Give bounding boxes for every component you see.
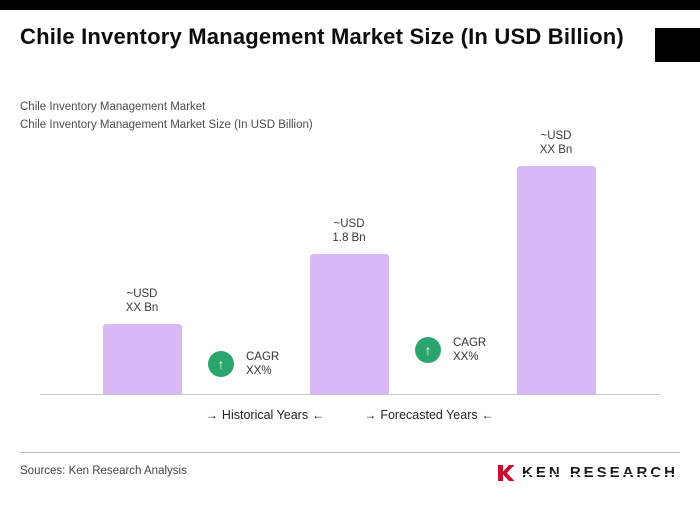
- bar-column-forecast: ~USD XX Bn: [506, 129, 606, 394]
- ken-research-logo: KEN RESEARCH: [496, 463, 679, 483]
- cagr-value: XX%: [453, 351, 479, 363]
- period-label-historical: → Historical Years ←: [150, 408, 380, 422]
- up-arrow-icon: ↑: [208, 351, 234, 377]
- title-accent-block: [655, 28, 700, 62]
- cagr-badge-1: ↑ CAGR XX%: [208, 350, 279, 378]
- bar-value-line-2: XX Bn: [125, 302, 159, 314]
- cagr-label: CAGR XX%: [453, 336, 486, 364]
- cagr-value: XX%: [246, 365, 272, 377]
- cagr-word: CAGR: [453, 337, 487, 349]
- up-arrow-icon: ↑: [415, 337, 441, 363]
- bar-column-historical: ~USD XX Bn: [92, 287, 192, 394]
- period-label-text: Historical Years: [221, 408, 309, 422]
- period-label-text: Forecasted Years: [380, 408, 478, 422]
- sources-text: Sources: Ken Research Analysis: [20, 465, 187, 477]
- x-axis-baseline: [40, 394, 660, 395]
- bar-forecast: [516, 166, 596, 394]
- bar-column-base-year: ~USD 1.8 Bn: [299, 217, 399, 394]
- bar-value-line-2: XX Bn: [539, 144, 573, 156]
- bar-value-label: ~USD XX Bn: [126, 287, 159, 315]
- bar-chart: ~USD XX Bn ~USD 1.8 Bn ~USD XX Bn ↑: [0, 112, 700, 395]
- bar-value-label: ~USD XX Bn: [540, 129, 573, 157]
- bar-value-line-1: ~USD: [126, 288, 158, 300]
- page-title: Chile Inventory Management Market Size (…: [20, 24, 624, 49]
- bar-value-line-1: ~USD: [333, 218, 365, 230]
- subtitle-line-2: Chile Inventory Management Market Size (…: [20, 119, 313, 131]
- arrow-left-icon: ←: [481, 408, 494, 422]
- ken-logo-k-icon: [497, 465, 515, 481]
- bar-value-line-2: 1.8 Bn: [332, 232, 366, 244]
- arrow-left-icon: ←: [312, 408, 325, 422]
- cagr-word: CAGR: [246, 351, 280, 363]
- bar-value-line-1: ~USD: [540, 130, 572, 142]
- top-black-bar: [0, 0, 700, 10]
- bar-historical: [102, 324, 182, 394]
- cagr-label: CAGR XX%: [246, 350, 279, 378]
- logo-text: KEN RESEARCH: [521, 464, 678, 481]
- arrow-right-icon: →: [205, 408, 218, 422]
- cagr-badge-2: ↑ CAGR XX%: [415, 336, 486, 364]
- logo-text-wrap: KEN RESEARCH: [521, 464, 679, 482]
- up-arrow-glyph: ↑: [424, 342, 432, 358]
- period-labels-row: → Historical Years ← → Forecasted Years ←: [0, 408, 700, 430]
- up-arrow-glyph: ↑: [217, 356, 225, 372]
- footer-divider: [20, 452, 680, 453]
- period-label-forecasted: → Forecasted Years ←: [314, 408, 544, 422]
- arrow-right-icon: →: [364, 408, 377, 422]
- bar-base-year: [309, 254, 389, 394]
- subtitle-line-1: Chile Inventory Management Market: [20, 101, 206, 113]
- bar-value-label: ~USD 1.8 Bn: [332, 217, 365, 245]
